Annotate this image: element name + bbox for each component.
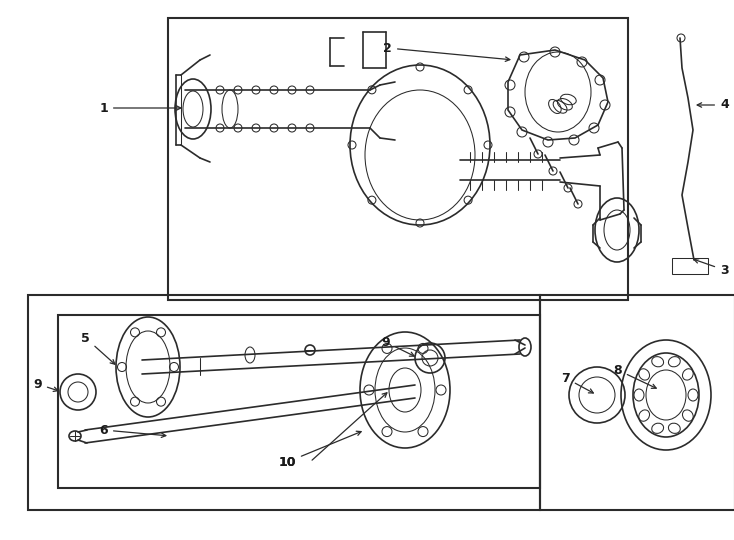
Text: 2: 2: [383, 42, 510, 62]
Text: 1: 1: [99, 102, 181, 114]
Text: 9: 9: [382, 335, 414, 356]
Text: 3: 3: [694, 259, 729, 276]
Text: 10: 10: [278, 456, 296, 469]
Text: 7: 7: [562, 372, 593, 393]
Text: 4: 4: [697, 98, 729, 111]
Text: 9: 9: [33, 377, 58, 392]
Bar: [168, 18, 628, 300]
Bar: [672, 258, 708, 274]
Text: 6: 6: [99, 423, 166, 437]
Bar: [540, 295, 734, 510]
Text: 10: 10: [278, 431, 361, 469]
Text: 8: 8: [614, 363, 656, 388]
Text: 5: 5: [81, 332, 115, 364]
